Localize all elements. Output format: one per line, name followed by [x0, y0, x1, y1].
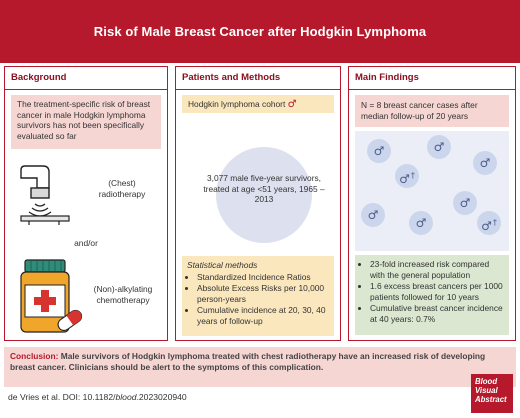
citation: de Vries et al. DOI: 10.1182/blood.20230…	[8, 392, 187, 402]
and-or-label: and/or	[74, 238, 98, 248]
dagger-mark: †	[492, 218, 497, 227]
background-heading: Background	[5, 67, 167, 90]
patient-icon: ♂	[409, 211, 433, 235]
citation-prefix: de Vries et al. DOI: 10.1182/	[8, 392, 116, 402]
patient-icon: ♂	[361, 203, 385, 227]
cases-summary: N = 8 breast cancer cases after median f…	[355, 95, 509, 127]
logo-line: Abstract	[475, 395, 507, 405]
conclusion-label: Conclusion:	[10, 351, 59, 361]
logo-line: Visual	[475, 386, 498, 396]
male-symbol-icon: ♂	[287, 99, 297, 110]
header-banner: Risk of Male Breast Cancer after Hodgkin…	[0, 0, 520, 63]
dagger-mark: †	[410, 171, 415, 180]
patient-icon: ♂	[367, 139, 391, 163]
conclusion-box: Conclusion: Male survivors of Hodgkin ly…	[4, 347, 516, 387]
list-item: Cumulative incidence at 20, 30, 40 years…	[197, 305, 329, 326]
methods-heading: Patients and Methods	[176, 67, 340, 90]
page-title: Risk of Male Breast Cancer after Hodgkin…	[93, 24, 427, 39]
patient-deceased-icon: ♂†	[395, 164, 419, 188]
cohort-label-box: Hodgkin lymphoma cohort ♂	[182, 95, 334, 113]
patient-icon: ♂	[453, 191, 477, 215]
list-item: Standardized Incidence Ratios	[197, 272, 329, 283]
findings-panel: Main Findings N = 8 breast cancer cases …	[348, 66, 516, 341]
conclusion-text: Male survivors of Hodgkin lymphoma treat…	[10, 351, 486, 372]
list-item: 1.6 excess breast cancers per 1000 patie…	[370, 281, 504, 302]
patient-icon: ♂	[427, 135, 451, 159]
list-item: Absolute Excess Risks per 10,000 person-…	[197, 283, 329, 304]
methods-panel: Patients and Methods Hodgkin lymphoma co…	[175, 66, 341, 341]
citation-journal: blood	[115, 392, 137, 402]
results-list: 23-fold increased risk compared with the…	[360, 259, 504, 325]
statistical-methods-box: Statistical methods Standardized Inciden…	[182, 256, 334, 336]
results-box: 23-fold increased risk compared with the…	[355, 255, 509, 335]
radiotherapy-machine-icon	[20, 165, 70, 225]
radiotherapy-label: (Chest) radiotherapy	[98, 178, 146, 199]
cohort-description: 3,077 male five-year survivors, treated …	[203, 173, 325, 205]
citation-suffix: .2023020940	[136, 392, 187, 402]
blood-visual-abstract-logo: Blood Visual Abstract	[471, 374, 513, 413]
statistical-methods-list: Standardized Incidence Ratios Absolute E…	[187, 272, 329, 327]
patients-figure: ♂ ♂ ♂ ♂† ♂ ♂ ♂ ♂†	[355, 131, 509, 251]
list-item: 23-fold increased risk compared with the…	[370, 259, 504, 280]
patient-icon: ♂	[473, 151, 497, 175]
patient-deceased-icon: ♂†	[477, 211, 501, 235]
background-intro: The treatment-specific risk of breast ca…	[11, 95, 161, 149]
findings-heading: Main Findings	[349, 67, 515, 90]
cohort-label: Hodgkin lymphoma cohort	[188, 99, 286, 109]
chemotherapy-label: (Non)-alkylating chemotherapy	[93, 284, 153, 305]
background-panel: Background The treatment-specific risk o…	[4, 66, 168, 341]
list-item: Cumulative breast cancer incidence at 40…	[370, 303, 504, 324]
medication-bottle-icon	[20, 259, 83, 333]
cohort-circle	[216, 147, 312, 243]
statistical-methods-title: Statistical methods	[187, 260, 258, 270]
logo-line: Blood	[475, 377, 498, 386]
